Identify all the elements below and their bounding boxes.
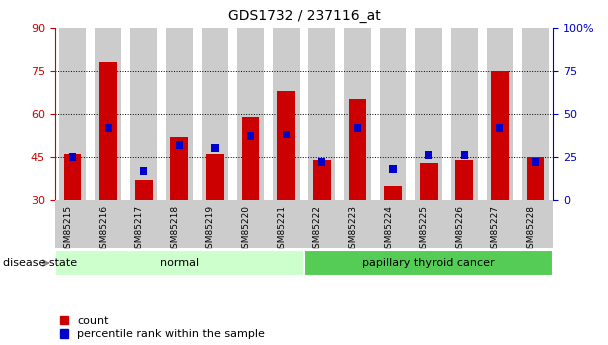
Bar <box>420 163 438 200</box>
Bar <box>313 160 331 200</box>
Bar <box>64 154 81 200</box>
Text: GSM85226: GSM85226 <box>455 205 465 254</box>
Bar <box>130 28 157 200</box>
Bar <box>486 28 513 200</box>
Bar <box>237 28 264 200</box>
Bar <box>241 117 260 200</box>
Bar <box>522 28 549 200</box>
FancyBboxPatch shape <box>304 250 553 276</box>
Bar <box>135 180 153 200</box>
Bar <box>247 132 254 140</box>
Text: GDS1732 / 237116_at: GDS1732 / 237116_at <box>227 9 381 23</box>
Text: GSM85223: GSM85223 <box>348 205 358 254</box>
Bar <box>212 145 218 152</box>
Text: GSM85227: GSM85227 <box>491 205 500 254</box>
Bar <box>318 158 325 166</box>
Bar <box>354 124 361 131</box>
Bar <box>105 124 112 131</box>
FancyBboxPatch shape <box>55 250 304 276</box>
Legend: count, percentile rank within the sample: count, percentile rank within the sample <box>60 316 265 339</box>
Bar <box>202 28 229 200</box>
Bar <box>384 186 402 200</box>
Bar <box>461 151 468 159</box>
Text: papillary thyroid cancer: papillary thyroid cancer <box>362 258 495 268</box>
Bar <box>348 99 366 200</box>
Bar <box>491 71 509 200</box>
Bar <box>59 28 86 200</box>
Text: GSM85217: GSM85217 <box>135 205 143 254</box>
Bar <box>273 28 300 200</box>
Bar <box>532 158 539 166</box>
Text: GSM85224: GSM85224 <box>384 205 393 254</box>
Bar <box>390 165 396 173</box>
Bar <box>496 124 503 131</box>
Bar <box>140 167 147 175</box>
Bar <box>455 160 473 200</box>
Text: normal: normal <box>160 258 199 268</box>
Bar <box>69 153 76 161</box>
Bar <box>95 28 122 200</box>
Bar <box>425 151 432 159</box>
Bar <box>308 28 335 200</box>
Text: GSM85218: GSM85218 <box>170 205 179 254</box>
Bar <box>283 131 290 138</box>
Bar <box>99 62 117 200</box>
Bar <box>527 157 544 200</box>
Bar <box>206 154 224 200</box>
Text: GSM85220: GSM85220 <box>241 205 250 254</box>
Text: GSM85215: GSM85215 <box>63 205 72 254</box>
Bar <box>451 28 478 200</box>
Bar <box>170 137 188 200</box>
Bar <box>277 91 295 200</box>
Bar <box>176 141 183 149</box>
Text: GSM85228: GSM85228 <box>527 205 536 254</box>
Text: GSM85219: GSM85219 <box>206 205 215 254</box>
Bar <box>415 28 442 200</box>
Text: GSM85225: GSM85225 <box>420 205 429 254</box>
Bar <box>166 28 193 200</box>
Text: GSM85222: GSM85222 <box>313 205 322 254</box>
Text: GSM85221: GSM85221 <box>277 205 286 254</box>
Text: disease state: disease state <box>3 258 77 268</box>
Bar <box>344 28 371 200</box>
Bar <box>379 28 406 200</box>
Text: GSM85216: GSM85216 <box>99 205 108 254</box>
